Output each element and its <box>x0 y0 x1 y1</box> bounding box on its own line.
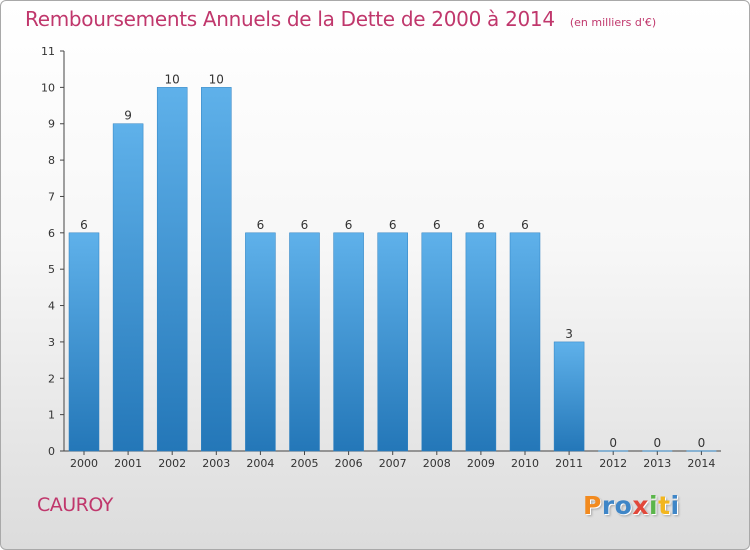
x-tick-label: 2004 <box>246 457 274 470</box>
data-label: 6 <box>301 218 309 232</box>
y-tick-label: 10 <box>41 81 55 94</box>
data-label: 0 <box>698 436 706 450</box>
bar-2000 <box>68 232 100 452</box>
logo-letter: t <box>658 491 671 520</box>
chart-title: Remboursements Annuels de la Dette de 20… <box>25 7 555 31</box>
x-tick-label: 2001 <box>114 457 142 470</box>
data-label: 0 <box>653 436 661 450</box>
y-tick-label: 2 <box>48 372 55 385</box>
y-tick-label: 11 <box>41 45 55 58</box>
bar-2005 <box>289 232 320 452</box>
proxiti-logo: Proxiti <box>583 491 680 520</box>
x-tick-label: 2008 <box>423 457 451 470</box>
y-tick-label: 4 <box>48 300 55 313</box>
bar-2003 <box>201 87 232 452</box>
chart-axes: 0 1 2 3 4 5 6 7 8 9 10 11 2000 2001 2002 2003 2004 2005 20… <box>41 45 721 470</box>
commune-name: CAUROY <box>37 494 113 516</box>
y-tick-label: 9 <box>48 118 55 131</box>
logo-letter: x <box>632 491 649 520</box>
data-label: 10 <box>165 72 180 86</box>
y-tick-label: 7 <box>48 190 55 203</box>
x-tick-label: 2005 <box>291 457 319 470</box>
y-tick-label: 6 <box>48 227 55 240</box>
chart-bars <box>68 87 717 452</box>
bar-2001 <box>112 123 144 452</box>
x-tick-label: 2013 <box>643 457 671 470</box>
x-tick-label: 2010 <box>511 457 539 470</box>
data-label: 9 <box>124 109 132 123</box>
data-label: 10 <box>209 72 224 86</box>
x-tick-label: 2006 <box>335 457 363 470</box>
y-tick-label: 8 <box>48 154 55 167</box>
data-label: 6 <box>433 218 441 232</box>
x-tick-label: 2002 <box>158 457 186 470</box>
bar-2010 <box>509 232 541 452</box>
bar-2009 <box>465 232 497 452</box>
data-label: 6 <box>389 218 397 232</box>
x-tick-label: 2000 <box>70 457 98 470</box>
bar-2004 <box>245 232 276 452</box>
logo-letter: i <box>649 491 659 520</box>
data-label: 6 <box>521 218 529 232</box>
bar-2007 <box>377 232 408 452</box>
x-tick-label: 2003 <box>202 457 230 470</box>
data-label: 6 <box>257 218 265 232</box>
logo-letter: r <box>601 491 615 520</box>
y-tick-label: 5 <box>48 263 55 276</box>
logo-letter: P <box>583 491 602 520</box>
y-tick-label: 0 <box>48 445 55 458</box>
chart-data-labels: 6 9 10 10 6 6 6 6 6 6 6 3 0 0 0 <box>80 72 705 450</box>
x-tick-label: 2009 <box>467 457 495 470</box>
logo-letter: i <box>670 491 680 520</box>
bar-2002 <box>156 87 188 452</box>
logo-letter: o <box>614 491 633 520</box>
y-tick-label: 1 <box>48 409 55 422</box>
data-label: 6 <box>477 218 485 232</box>
x-tick-label: 2011 <box>555 457 583 470</box>
y-tick-label: 3 <box>48 336 55 349</box>
x-tick-label: 2014 <box>687 457 715 470</box>
x-tick-label: 2007 <box>379 457 407 470</box>
data-label: 6 <box>345 218 353 232</box>
data-label: 6 <box>80 218 88 232</box>
chart-units: (en milliers d'€) <box>569 16 657 29</box>
bar-2011 <box>553 341 585 452</box>
x-tick-label: 2012 <box>599 457 627 470</box>
data-label: 3 <box>565 327 573 341</box>
chart-title-row: Remboursements Annuels de la Dette de 20… <box>25 7 656 31</box>
bar-2008 <box>421 232 453 452</box>
data-label: 0 <box>609 436 617 450</box>
bar-2006 <box>333 232 364 452</box>
